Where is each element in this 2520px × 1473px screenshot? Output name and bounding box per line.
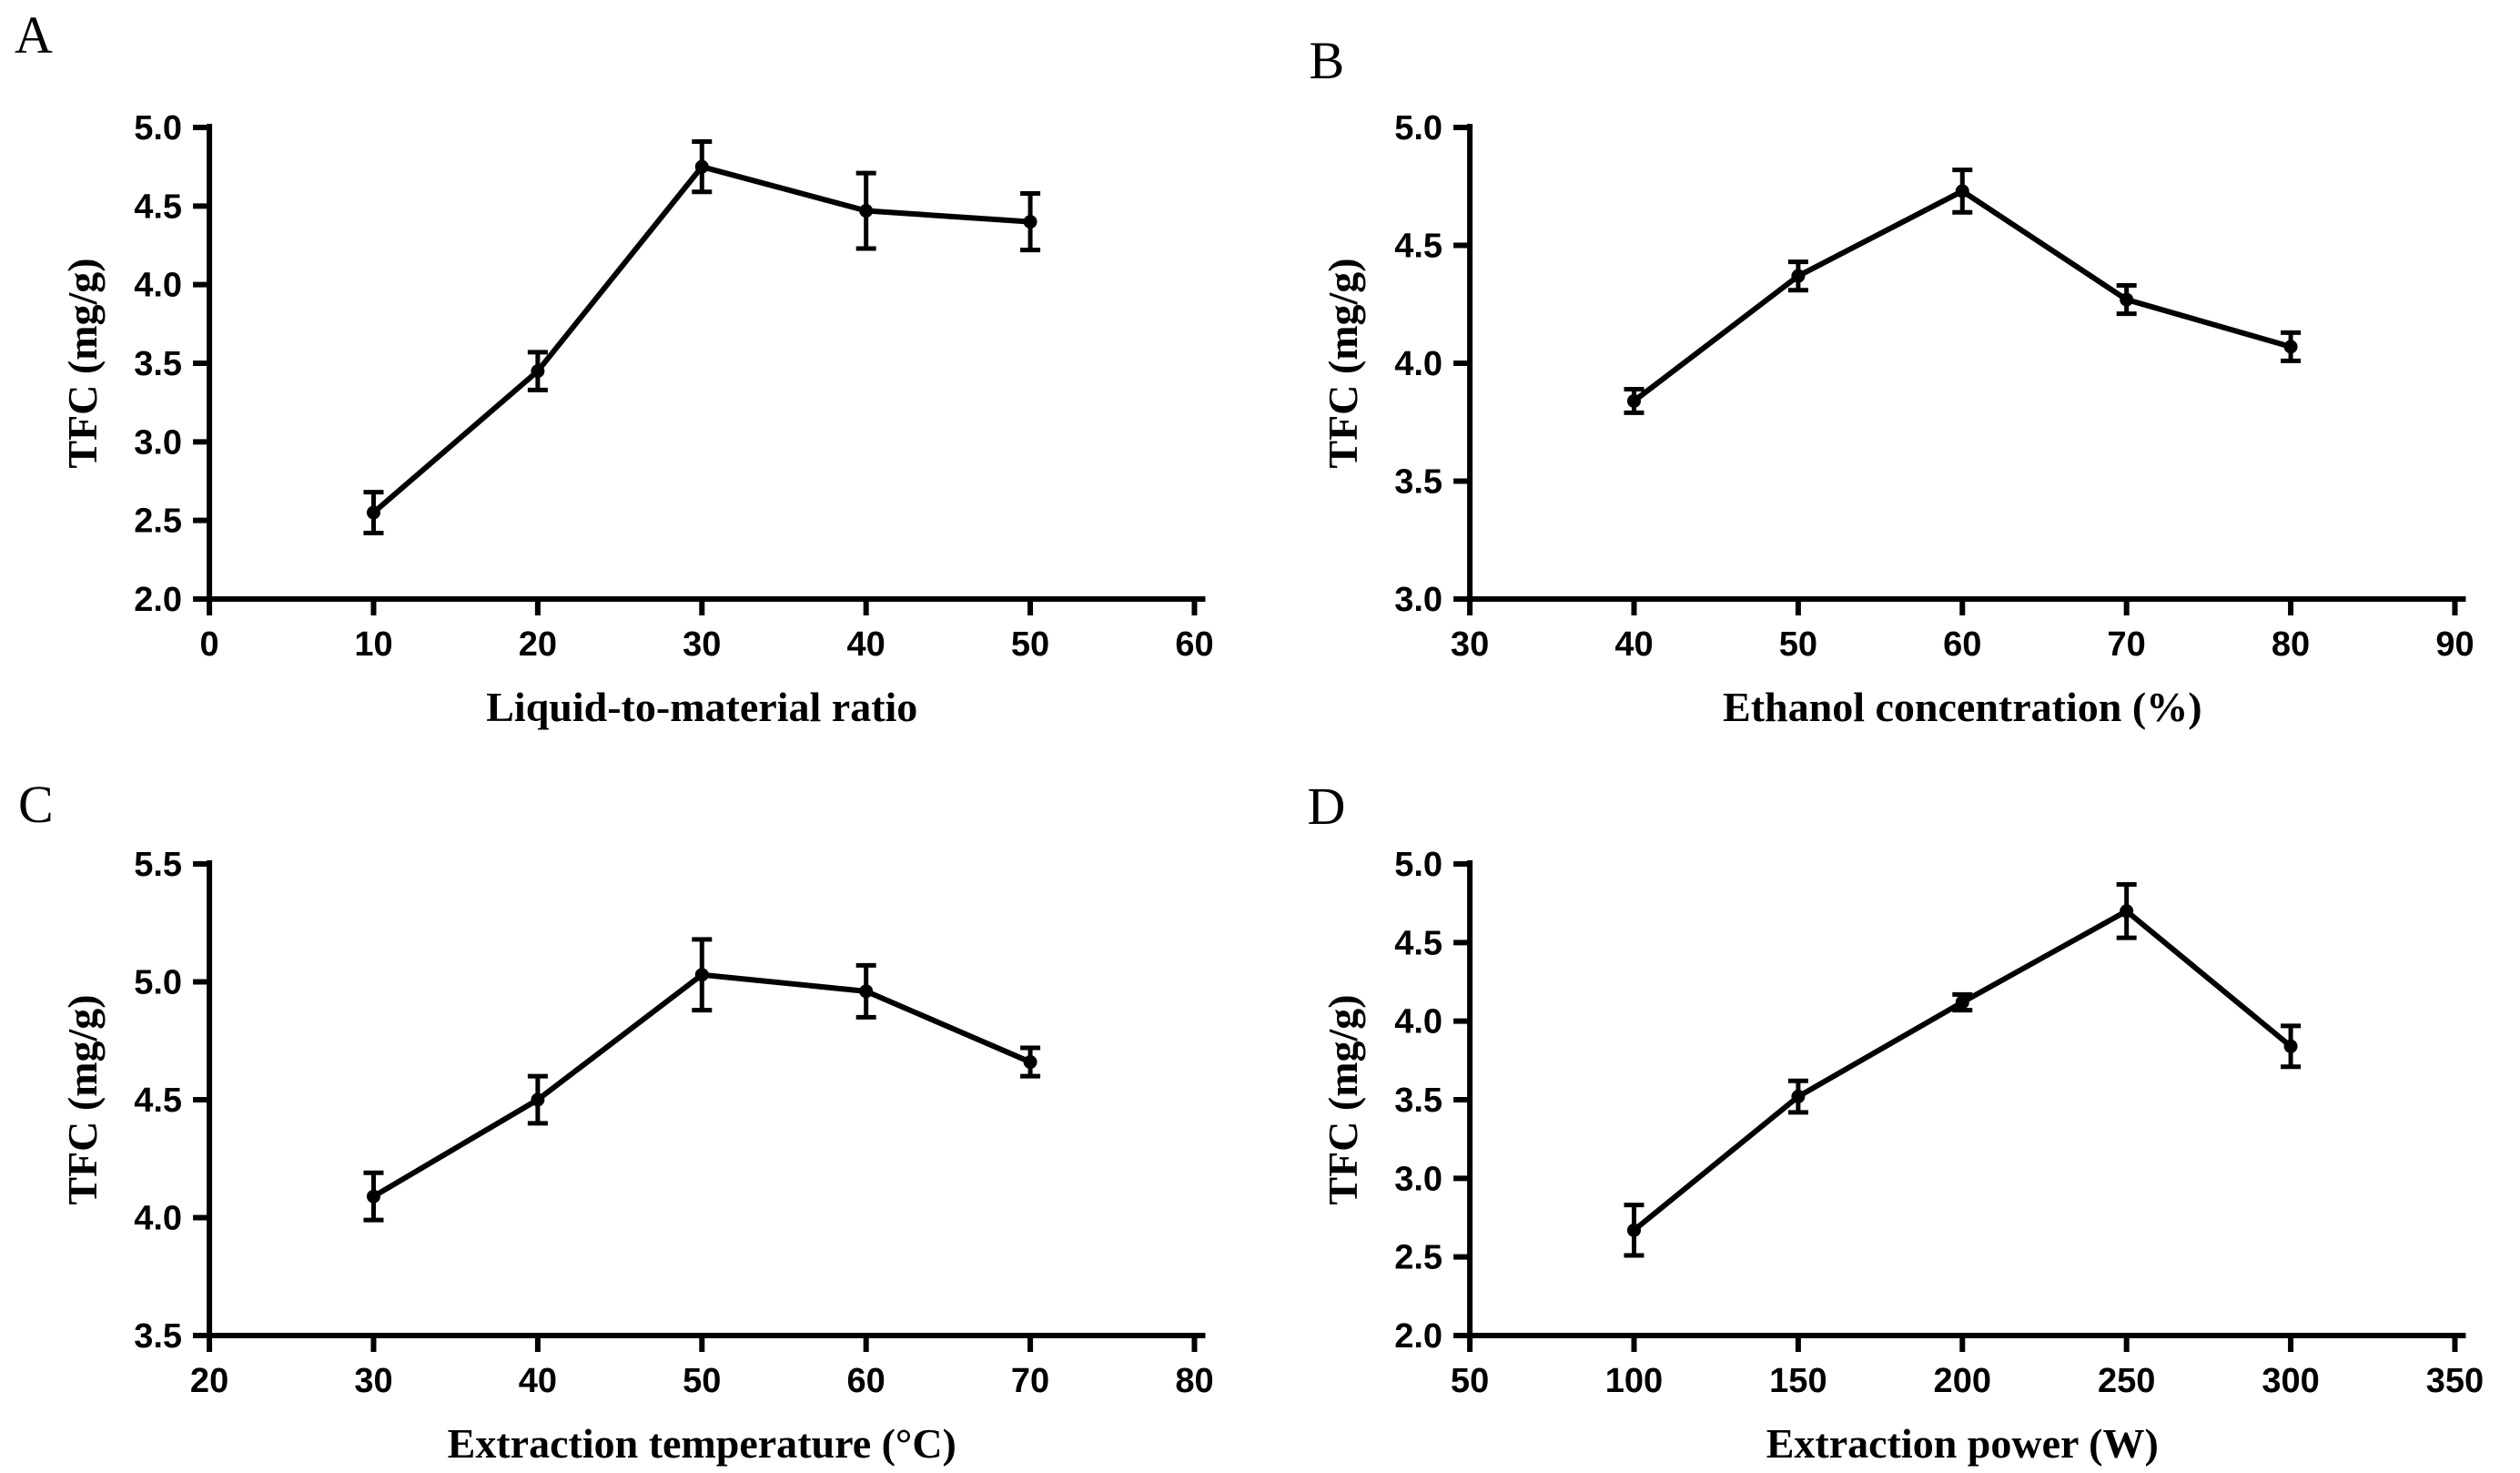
data-point-marker — [1955, 995, 1969, 1010]
data-point-marker — [366, 505, 380, 520]
panel-d-letter: D — [1307, 777, 1346, 836]
panel-a-letter: A — [15, 5, 53, 65]
x-tick-label: 300 — [2262, 1362, 2319, 1400]
data-point-marker — [1955, 184, 1969, 198]
panel-b-letter: B — [1309, 31, 1345, 90]
y-tick-label: 5.0 — [134, 964, 182, 1002]
x-tick-label: 50 — [683, 1362, 721, 1400]
y-tick-label: 4.5 — [134, 188, 182, 226]
x-tick-label: 100 — [1604, 1362, 1662, 1400]
y-tick-label: 4.5 — [1394, 228, 1442, 266]
y-tick-label: 4.0 — [1394, 345, 1442, 383]
x-axis-title: Extraction temperature (°C) — [448, 1420, 956, 1467]
y-tick-label: 5.0 — [134, 109, 182, 147]
data-line — [370, 164, 1034, 516]
panel-a-line-chart: 0 10 20 30 40 50 60 2.0 2.5 3.0 3.5 4.0 4.5 5.0 Liquid… — [59, 109, 1214, 730]
y-axis-title: TFC (mg/g) — [59, 258, 106, 468]
x-tick-label: 40 — [847, 625, 886, 664]
x-tick-label: 70 — [1011, 1362, 1049, 1400]
y-tick-label: 3.5 — [1394, 1082, 1442, 1120]
x-tick-label: 20 — [519, 625, 557, 664]
x-axis-title: Ethanol concentration (%) — [1723, 684, 2202, 730]
panel-d: D 50 100 150 200 250 300 350 2.0 2.5 3.0 3.5 4.0 4.5… — [1260, 736, 2520, 1473]
y-axis-title: TFC (mg/g) — [1320, 994, 1366, 1204]
x-tick-label: 20 — [190, 1362, 228, 1400]
y-tick-label: 3.5 — [1394, 463, 1442, 502]
x-tick-label: 200 — [1933, 1362, 1990, 1400]
data-line — [1630, 188, 2293, 404]
data-point-marker — [1023, 1055, 1037, 1070]
x-axis-title: Liquid-to-material ratio — [486, 684, 917, 730]
data-point-marker — [1790, 1090, 1805, 1104]
x-tick-label: 50 — [1778, 625, 1817, 664]
panel-c-letter: C — [18, 775, 54, 834]
data-point-marker — [531, 1092, 545, 1107]
x-tick-label: 60 — [847, 1362, 886, 1400]
y-tick-label: 3.0 — [1394, 1160, 1442, 1198]
x-tick-label: 40 — [1614, 625, 1653, 664]
x-axis-title: Extraction power (W) — [1766, 1420, 2158, 1467]
x-tick-label: 70 — [2107, 625, 2145, 664]
y-tick-label: 2.0 — [134, 581, 182, 619]
y-tick-label: 4.0 — [134, 267, 182, 305]
y-tick-label: 2.0 — [1394, 1317, 1442, 1356]
data-point-marker — [1626, 1223, 1641, 1237]
data-point-marker — [1790, 269, 1805, 283]
y-axis-title: TFC (mg/g) — [59, 994, 106, 1204]
y-tick-label: 4.5 — [1394, 924, 1442, 962]
y-tick-label: 4.5 — [134, 1082, 182, 1120]
x-tick-label: 80 — [1175, 1362, 1213, 1400]
x-tick-label: 30 — [354, 1362, 392, 1400]
x-tick-label: 40 — [519, 1362, 557, 1400]
x-tick-label: 350 — [2425, 1362, 2483, 1400]
y-tick-label: 3.5 — [134, 345, 182, 383]
data-point-marker — [1626, 393, 1641, 408]
y-tick-label: 3.5 — [134, 1317, 182, 1356]
y-tick-label: 5.0 — [1394, 846, 1442, 884]
y-tick-label: 2.5 — [134, 503, 182, 541]
x-tick-label: 80 — [2271, 625, 2309, 664]
data-point-marker — [694, 968, 709, 982]
x-tick-label: 0 — [200, 625, 219, 664]
y-tick-label: 2.5 — [1394, 1239, 1442, 1277]
data-point-marker — [2283, 340, 2298, 354]
data-line — [1630, 908, 2293, 1234]
x-tick-label: 10 — [354, 625, 392, 664]
x-tick-label: 30 — [1450, 625, 1488, 664]
panel-c-line-chart: 20 30 40 50 60 70 80 3.5 4.0 4.5 5.0 5.5 Extraction … — [59, 846, 1214, 1467]
y-tick-label: 5.0 — [1394, 109, 1442, 147]
y-tick-label: 3.0 — [134, 423, 182, 462]
panel-b-line-chart: 30 40 50 60 70 80 90 3.0 3.5 4.0 4.5 5.0 Ethanol con… — [1320, 109, 2474, 730]
y-tick-label: 4.0 — [1394, 1003, 1442, 1041]
data-point-marker — [859, 204, 874, 218]
y-tick-label: 3.0 — [1394, 581, 1442, 619]
data-point-marker — [531, 364, 545, 379]
data-point-marker — [366, 1189, 380, 1204]
data-point-marker — [2119, 904, 2133, 919]
x-tick-label: 250 — [2097, 1362, 2154, 1400]
data-point-marker — [859, 984, 874, 999]
x-tick-label: 60 — [1175, 625, 1213, 664]
data-point-marker — [1023, 215, 1037, 229]
panel-b: B 30 40 50 60 70 80 90 3.0 3.5 4.0 4.5 5.0 Ethanol c… — [1260, 0, 2520, 736]
x-tick-label: 50 — [1011, 625, 1049, 664]
x-tick-label: 150 — [1769, 1362, 1827, 1400]
y-tick-label: 4.0 — [134, 1200, 182, 1238]
x-tick-label: 50 — [1450, 1362, 1488, 1400]
y-axis-title: TFC (mg/g) — [1320, 258, 1366, 468]
y-tick-label: 5.5 — [134, 846, 182, 884]
data-point-marker — [2119, 292, 2133, 307]
panel-c: C 20 30 40 50 60 70 80 3.5 4.0 4.5 5.0 5.5 Extractio… — [0, 736, 1260, 1473]
x-tick-label: 60 — [1943, 625, 1981, 664]
panel-d-line-chart: 50 100 150 200 250 300 350 2.0 2.5 3.0 3.5 4.0 4.5 5.… — [1320, 846, 2484, 1467]
panel-a: A 0 10 20 30 40 50 60 2.0 2.5 3.0 3.5 4.0 4.5 5.0 Liqu… — [0, 0, 1260, 736]
data-point-marker — [694, 159, 709, 174]
data-point-marker — [2283, 1039, 2298, 1053]
x-tick-label: 90 — [2435, 625, 2474, 664]
x-tick-label: 30 — [683, 625, 721, 664]
